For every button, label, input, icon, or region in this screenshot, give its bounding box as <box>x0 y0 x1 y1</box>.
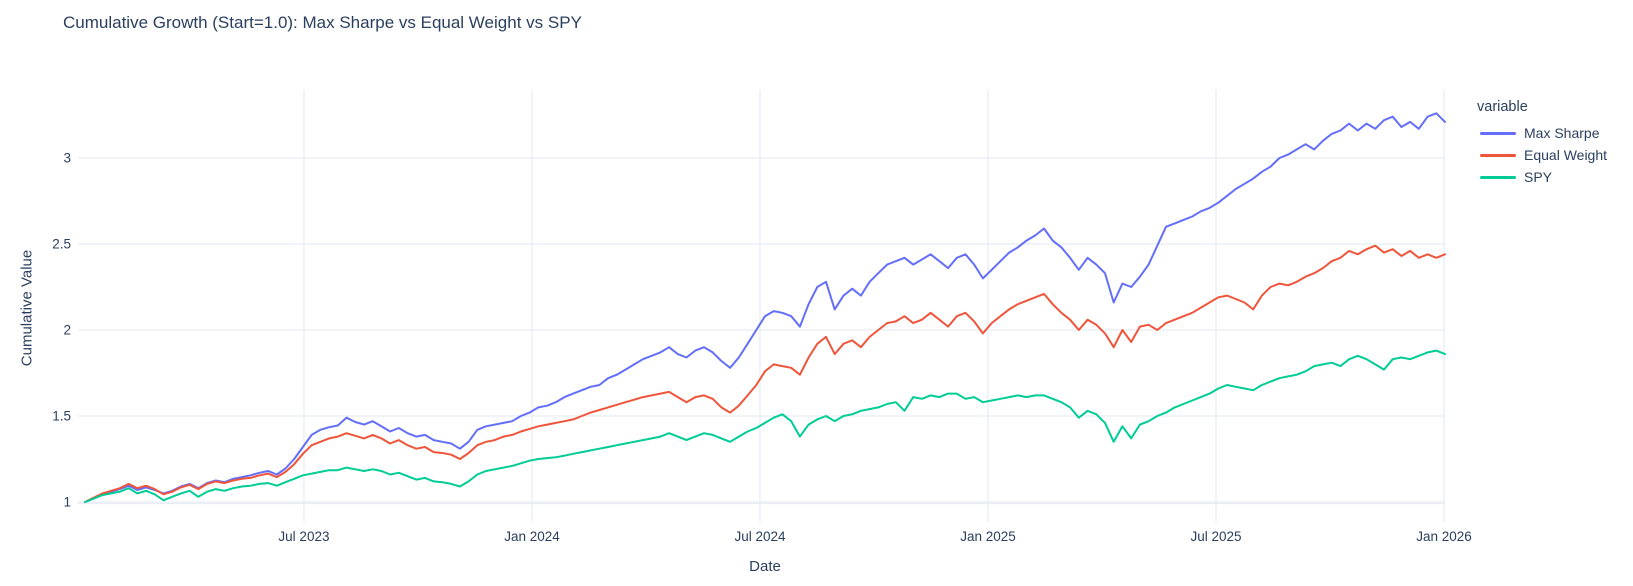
y-axis-title: Cumulative Value <box>18 249 36 367</box>
legend-item-label: SPY <box>1524 169 1553 185</box>
chart-title: Cumulative Growth (Start=1.0): Max Sharp… <box>63 13 582 32</box>
series-line-max-sharpe[interactable] <box>84 112 1446 503</box>
legend-title: variable <box>1477 99 1528 115</box>
legend-line-sample-equal-weight <box>1480 153 1516 157</box>
legend-item-equal-weight[interactable]: Equal Weight <box>1480 144 1607 166</box>
legend-item-spy[interactable]: SPY <box>1480 166 1607 188</box>
series-line-equal-weight[interactable] <box>84 244 1446 503</box>
legend-line-sample-max-sharpe <box>1480 131 1516 135</box>
x-tick-label: Jul 2024 <box>734 529 786 544</box>
legend-item-label: Equal Weight <box>1524 147 1608 163</box>
y-tick-label: 1.5 <box>52 409 71 424</box>
x-axis-title: Date <box>749 558 781 575</box>
legend-item-label: Max Sharpe <box>1524 125 1600 141</box>
x-tick-label: Jul 2023 <box>278 529 329 544</box>
legend: variable Max Sharpe Equal Weight SPY <box>1477 99 1607 188</box>
x-tick-label: Jul 2025 <box>1190 529 1241 544</box>
x-tick-label: Jan 2026 <box>1416 529 1472 544</box>
legend-item-max-sharpe[interactable]: Max Sharpe <box>1480 122 1607 144</box>
y-tick-label: 2.5 <box>52 237 71 252</box>
legend-line-sample-spy <box>1480 175 1516 179</box>
x-tick-label: Jan 2025 <box>960 529 1016 544</box>
y-tick-label: 3 <box>63 151 71 166</box>
series-line-spy[interactable] <box>84 349 1446 503</box>
x-tick-label: Jan 2024 <box>504 529 560 544</box>
y-tick-label: 2 <box>63 323 71 338</box>
y-tick-label: 1 <box>63 495 71 510</box>
